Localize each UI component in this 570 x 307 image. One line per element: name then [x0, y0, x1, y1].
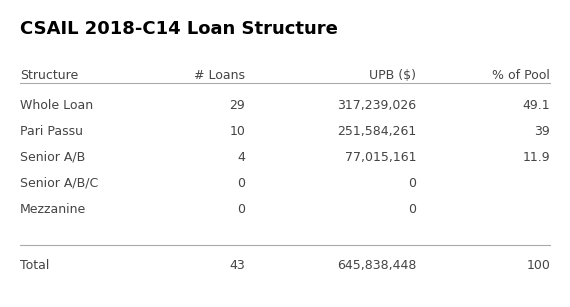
Text: 0: 0: [237, 203, 245, 216]
Text: 10: 10: [229, 125, 245, 138]
Text: 43: 43: [229, 259, 245, 272]
Text: 0: 0: [237, 177, 245, 190]
Text: 251,584,261: 251,584,261: [337, 125, 416, 138]
Text: # Loans: # Loans: [194, 69, 245, 82]
Text: Total: Total: [20, 259, 50, 272]
Text: 100: 100: [526, 259, 550, 272]
Text: 4: 4: [237, 151, 245, 164]
Text: 49.1: 49.1: [523, 99, 550, 112]
Text: 29: 29: [229, 99, 245, 112]
Text: Pari Passu: Pari Passu: [20, 125, 83, 138]
Text: Whole Loan: Whole Loan: [20, 99, 93, 112]
Text: 0: 0: [408, 177, 416, 190]
Text: Structure: Structure: [20, 69, 78, 82]
Text: 0: 0: [408, 203, 416, 216]
Text: 11.9: 11.9: [523, 151, 550, 164]
Text: 77,015,161: 77,015,161: [345, 151, 416, 164]
Text: CSAIL 2018-C14 Loan Structure: CSAIL 2018-C14 Loan Structure: [20, 20, 338, 38]
Text: Mezzanine: Mezzanine: [20, 203, 86, 216]
Text: 317,239,026: 317,239,026: [337, 99, 416, 112]
Text: % of Pool: % of Pool: [492, 69, 550, 82]
Text: Senior A/B: Senior A/B: [20, 151, 85, 164]
Text: Senior A/B/C: Senior A/B/C: [20, 177, 98, 190]
Text: UPB ($): UPB ($): [369, 69, 416, 82]
Text: 39: 39: [534, 125, 550, 138]
Text: 645,838,448: 645,838,448: [337, 259, 416, 272]
